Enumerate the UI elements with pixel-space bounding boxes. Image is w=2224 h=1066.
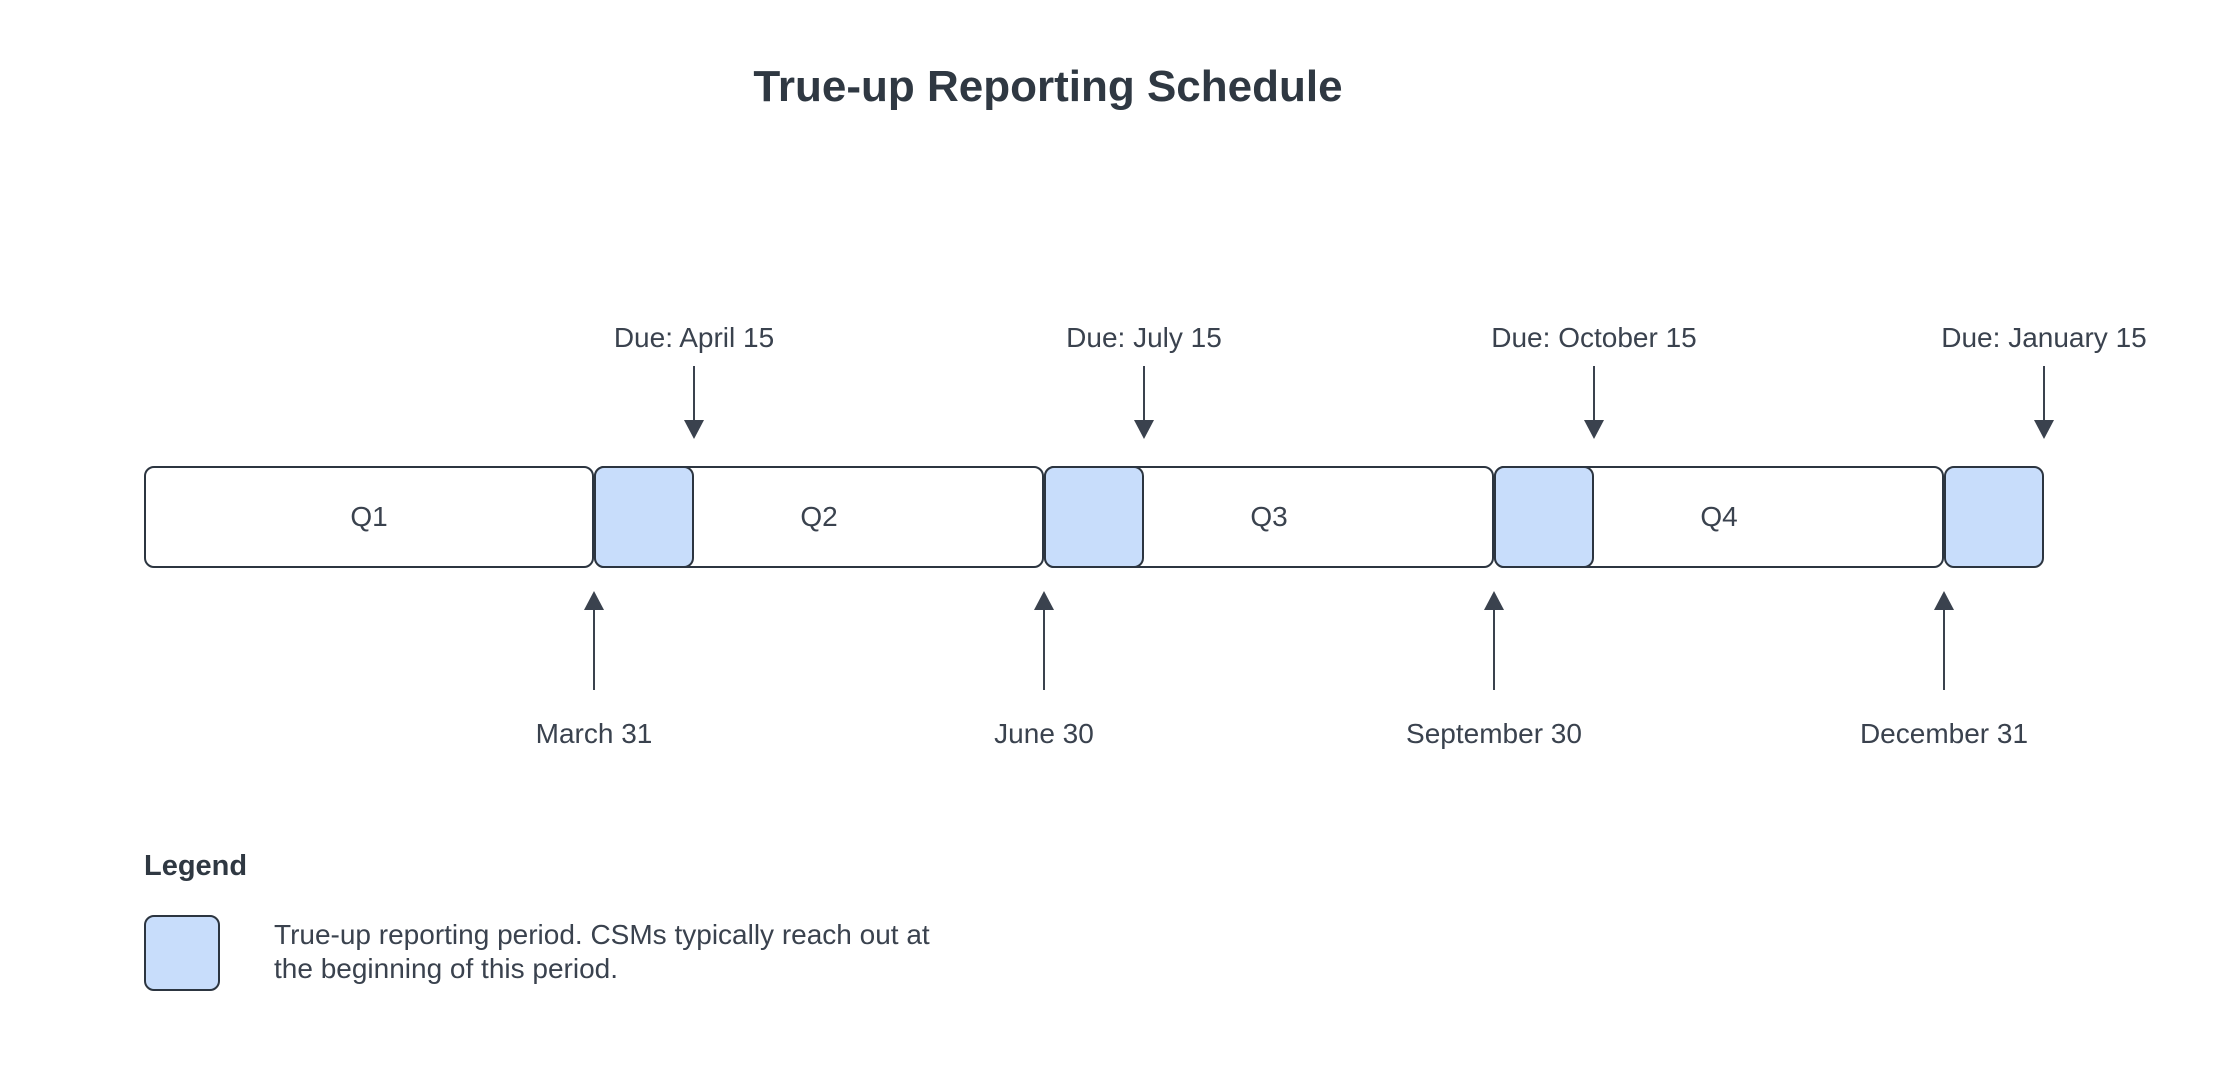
due-date-label-january: Due: January 15 (1941, 322, 2147, 353)
legend-swatch (144, 915, 220, 991)
arrow-down-icon (2034, 366, 2054, 440)
arrow-stem (1143, 366, 1145, 422)
arrow-head (584, 591, 604, 610)
trueup-period-box-4 (1944, 466, 2044, 568)
legend-description: True-up reporting period. CSMs typically… (274, 918, 1034, 986)
quarter-end-label-march: March 31 (535, 718, 653, 749)
arrow-stem (593, 608, 595, 690)
quarter-end-label-september: September 30 (1406, 718, 1582, 749)
arrow-down-icon (1134, 366, 1154, 440)
trueup-period-box-2 (1044, 466, 1144, 568)
arrow-stem (1593, 366, 1595, 422)
arrow-up-icon (1034, 591, 1054, 691)
trueup-period-box-1 (594, 466, 694, 568)
due-date-label-july: Due: July 15 (1066, 322, 1222, 353)
quarter-label: Q2 (800, 501, 838, 532)
legend-description-line-1: True-up reporting period. CSMs typically… (274, 919, 930, 950)
arrow-up-icon (1934, 591, 1954, 691)
arrow-stem (693, 366, 695, 422)
due-date-label-april: Due: April 15 (613, 322, 775, 353)
quarter-end-label-june: June 30 (994, 718, 1094, 749)
arrow-stem (1493, 608, 1495, 690)
arrow-up-icon (584, 591, 604, 691)
arrow-stem (1043, 608, 1045, 690)
arrow-head (684, 420, 704, 439)
arrow-down-icon (684, 366, 704, 440)
arrow-head (1034, 591, 1054, 610)
arrow-stem (1943, 608, 1945, 690)
quarter-box-q1: Q1 (144, 466, 594, 568)
arrow-up-icon (1484, 591, 1504, 691)
arrow-head (2034, 420, 2054, 439)
arrow-head (1484, 591, 1504, 610)
due-date-label-october: Due: October 15 (1491, 322, 1697, 353)
legend-description-line-2: the beginning of this period. (274, 953, 619, 984)
quarter-label: Q1 (350, 501, 388, 532)
arrow-down-icon (1584, 366, 1604, 440)
quarter-end-label-december: December 31 (1859, 718, 2029, 749)
quarter-label: Q4 (1700, 501, 1738, 532)
page-title: True-up Reporting Schedule (753, 62, 1343, 111)
arrow-head (1934, 591, 1954, 610)
arrow-head (1584, 420, 1604, 439)
arrow-head (1134, 420, 1154, 439)
arrow-stem (2043, 366, 2045, 422)
legend-heading: Legend (144, 850, 248, 882)
trueup-period-box-3 (1494, 466, 1594, 568)
quarter-label: Q3 (1250, 501, 1288, 532)
